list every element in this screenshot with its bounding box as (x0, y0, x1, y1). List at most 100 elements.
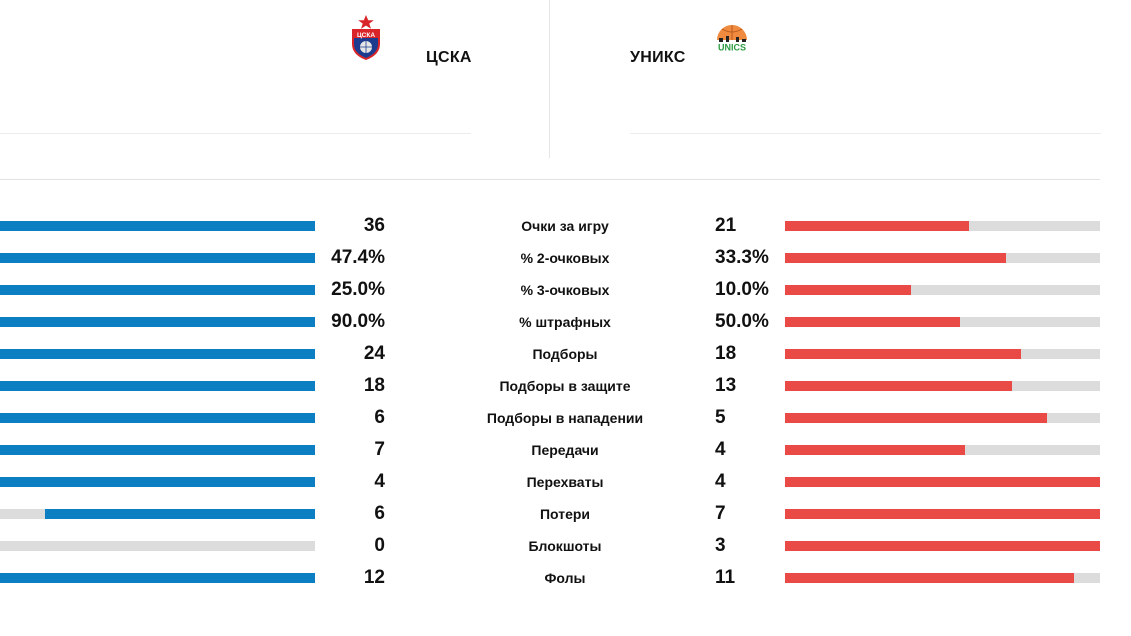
away-stat-bar (785, 349, 1100, 359)
home-stat-value: 36 (363, 215, 385, 236)
away-stat-bar (785, 413, 1100, 423)
away-stat-fill (785, 349, 1022, 359)
home-stat-fill (0, 221, 315, 231)
stat-row: 47.4% % 2-очковых 33.3% (0, 242, 1131, 274)
away-stat-fill (785, 253, 1007, 263)
away-stat-fill (785, 285, 911, 295)
home-stat-value: 25.0% (331, 279, 385, 300)
away-stat-bar (785, 477, 1100, 487)
stat-label: Потери (539, 506, 591, 522)
stat-label: % 3-очковых (520, 282, 610, 298)
stat-row: 0 Блокшоты 3 (0, 530, 1131, 562)
away-stat-bar (785, 285, 1100, 295)
away-stat-value: 3 (715, 535, 726, 556)
home-stat-value: 90.0% (331, 311, 385, 332)
away-stat-fill (785, 381, 1013, 391)
stat-row: 24 Подборы 18 (0, 338, 1131, 370)
cska-logo-text: ЦСКА (357, 32, 375, 39)
stat-row: 25.0% % 3-очковых 10.0% (0, 274, 1131, 306)
away-stat-fill (785, 509, 1100, 519)
home-stat-fill (0, 381, 315, 391)
away-stat-value: 11 (715, 567, 736, 588)
away-stat-fill (785, 221, 970, 231)
cska-logo-icon: ЦСКА (352, 15, 380, 60)
home-stat-value: 47.4% (331, 247, 385, 268)
home-stat-bar (0, 285, 315, 295)
unics-logo-icon: UNICS (714, 25, 750, 53)
away-stat-value: 18 (715, 343, 737, 364)
stat-label: Перехваты (526, 474, 604, 490)
home-stat-bar (0, 317, 315, 327)
home-stat-value: 0 (374, 535, 385, 556)
stat-row: 90.0% % штрафных 50.0% (0, 306, 1131, 338)
stat-label: % штрафных (519, 314, 611, 330)
home-stat-bar (0, 253, 315, 263)
stat-row: 6 Потери 7 (0, 498, 1131, 530)
away-stat-fill (785, 413, 1048, 423)
stat-row: 18 Подборы в защите 13 (0, 370, 1131, 402)
away-stat-value: 4 (715, 439, 726, 460)
home-stat-bar (0, 573, 315, 583)
away-stat-bar (785, 317, 1100, 327)
away-stat-value: 7 (715, 503, 726, 524)
stat-label: Очки за игру (521, 218, 609, 234)
stat-row: 36 Очки за игру 21 (0, 210, 1131, 242)
away-stat-bar (785, 253, 1100, 263)
home-stat-fill (0, 573, 315, 583)
home-stat-bar (0, 349, 315, 359)
away-stat-fill (785, 477, 1100, 487)
home-stat-bar (0, 509, 315, 519)
away-stat-bar (785, 509, 1100, 519)
home-stat-value: 7 (374, 439, 385, 460)
home-team-name: ЦСКА (426, 49, 472, 66)
home-stat-bar (0, 477, 315, 487)
away-stat-value: 10.0% (715, 279, 769, 300)
home-underline (0, 133, 471, 134)
stat-row: 4 Перехваты 4 (0, 466, 1131, 498)
away-stat-value: 33.3% (715, 247, 769, 268)
away-stat-value: 50.0% (715, 311, 769, 332)
home-stat-fill (0, 253, 315, 263)
stat-label: Фолы (544, 570, 586, 586)
away-stat-value: 5 (715, 407, 726, 428)
home-stat-bar (0, 221, 315, 231)
stat-label: % 2-очковых (520, 250, 610, 266)
home-stat-value: 6 (374, 503, 385, 524)
home-stat-fill (0, 445, 315, 455)
home-stat-bar (0, 381, 315, 391)
header-divider (549, 0, 550, 158)
section-divider (0, 179, 1100, 180)
away-stat-value: 4 (715, 471, 726, 492)
away-stat-bar (785, 445, 1100, 455)
stat-row: 6 Подборы в нападении 5 (0, 402, 1131, 434)
home-stat-fill (0, 349, 315, 359)
away-team-name: УНИКС (630, 49, 686, 66)
away-stat-bar (785, 221, 1100, 231)
home-stat-fill (0, 317, 315, 327)
stat-row: 7 Передачи 4 (0, 434, 1131, 466)
home-stat-value: 6 (374, 407, 385, 428)
away-stat-fill (785, 445, 965, 455)
home-stat-fill (45, 509, 315, 519)
home-stat-value: 24 (363, 343, 385, 364)
home-stat-fill (0, 413, 315, 423)
stat-label: Блокшоты (528, 538, 602, 554)
stat-label: Передачи (531, 442, 599, 458)
away-stat-value: 21 (715, 215, 737, 236)
away-stat-bar (785, 573, 1100, 583)
stats-comparison: 36 Очки за игру 21 47.4%% 2-очковых 33.3% 25.… (0, 210, 1131, 594)
away-stat-fill (785, 573, 1074, 583)
away-stat-bar (785, 381, 1100, 391)
away-underline (630, 133, 1101, 134)
stat-label: Подборы в защите (499, 378, 631, 394)
home-stat-bar (0, 413, 315, 423)
unics-logo-text: UNICS (718, 43, 746, 53)
stat-label: Подборы (532, 346, 598, 362)
away-stat-fill (785, 317, 961, 327)
away-stat-fill (785, 541, 1100, 551)
home-stat-value: 12 (363, 567, 385, 588)
away-stat-bar (785, 541, 1100, 551)
away-stat-value: 13 (715, 375, 737, 396)
home-stat-fill (0, 477, 315, 487)
home-stat-bar (0, 541, 315, 551)
